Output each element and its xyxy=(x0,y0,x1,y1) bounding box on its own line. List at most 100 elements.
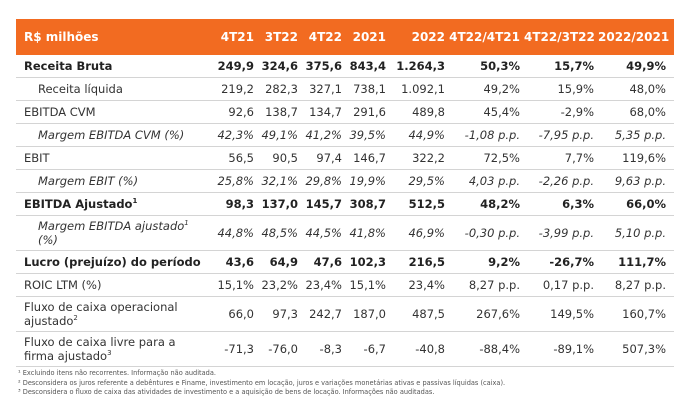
table-cell: 308,7 xyxy=(349,197,386,211)
table-cell: 145,7 xyxy=(305,197,342,211)
table-row: EBITDA CVM 92,6 138,7 134,7 291,6 489,8 45,4% -… xyxy=(16,101,674,124)
table-row: Margem EBIT (%) 25,8% 32,1% 29,8% 19,9% 29,5%… xyxy=(16,170,674,193)
header-col: 4T22/4T21 xyxy=(449,30,520,44)
table-cell: 72,5% xyxy=(483,151,520,165)
row-label: Receita líquida xyxy=(16,82,209,96)
table-cell: 5,10 p.p. xyxy=(614,226,666,240)
table-cell: 843,4 xyxy=(349,59,386,73)
row-label: Fluxo de caixa operacional ajustado2 xyxy=(16,300,209,328)
table-row: Margem EBITDA CVM (%) 42,3% 49,1% 41,2% 39,5… xyxy=(16,124,674,147)
table-cell: 160,7% xyxy=(622,307,666,321)
table-cell: 137,0 xyxy=(261,197,298,211)
header-units: R$ milhões xyxy=(24,30,99,44)
footnote-marker: 3 xyxy=(107,349,112,358)
row-label: ROIC LTM (%) xyxy=(16,278,209,292)
table-cell: 66,0 xyxy=(228,307,254,321)
table-cell: -8,3 xyxy=(319,342,342,356)
table-cell: 15,9% xyxy=(557,82,594,96)
financial-table: R$ milhões 4T21 3T22 4T22 2021 2022 4T22/4T21 4… xyxy=(16,19,674,398)
table-cell: 6,3% xyxy=(562,197,594,211)
table-cell: 98,3 xyxy=(225,197,254,211)
table-cell: 138,7 xyxy=(265,105,298,119)
row-label-text: EBITDA CVM xyxy=(24,105,96,119)
table-cell: -1,08 p.p. xyxy=(464,128,520,142)
table-cell: 134,7 xyxy=(309,105,342,119)
table-cell: 49,2% xyxy=(483,82,520,96)
row-label-text: Fluxo de caixa livre para a firma ajusta… xyxy=(24,335,176,363)
table-cell: -40,8 xyxy=(415,342,445,356)
header-col: 2021 xyxy=(352,30,386,44)
footnote-marker: 1 xyxy=(132,197,138,206)
row-label: Margem EBITDA ajustado1 (%) xyxy=(16,219,209,247)
table-cell: 375,6 xyxy=(305,59,342,73)
header-col: 2022 xyxy=(411,30,445,44)
table-cell: 97,4 xyxy=(316,151,342,165)
table-cell: 1.264,3 xyxy=(396,59,445,73)
table-cell: 738,1 xyxy=(353,82,386,96)
footnote: ² Desconsidera os juros referente a debê… xyxy=(18,378,506,387)
table-cell: 45,4% xyxy=(483,105,520,119)
table-cell: -0,30 p.p. xyxy=(464,226,520,240)
table-cell: 146,7 xyxy=(353,151,386,165)
table-cell: 25,8% xyxy=(217,174,254,188)
table-cell: -6,7 xyxy=(363,342,386,356)
table-row: Fluxo de caixa operacional ajustado2 66,0… xyxy=(16,297,674,332)
table-cell: 50,3% xyxy=(480,59,520,73)
table-cell: -26,7% xyxy=(549,255,594,269)
table-header: R$ milhões 4T21 3T22 4T22 2021 2022 4T22/4T21 4… xyxy=(16,19,674,55)
table-cell: 267,6% xyxy=(476,307,520,321)
table-cell: 44,8% xyxy=(217,226,254,240)
table-body: Receita Bruta 249,9 324,6 375,6 843,4 1.264,3… xyxy=(16,55,674,367)
row-label: Lucro (prejuízo) do período xyxy=(16,255,209,269)
table-row: EBIT 56,5 90,5 97,4 146,7 322,2 72,5% 7,7% 119,6… xyxy=(16,147,674,170)
row-label-text: Receita líquida xyxy=(38,82,123,96)
row-label-text: Lucro (prejuízo) do período xyxy=(24,255,201,269)
table-cell: 97,3 xyxy=(272,307,298,321)
row-label: EBIT xyxy=(16,151,209,165)
row-label: Margem EBIT (%) xyxy=(16,174,209,188)
row-label-text: Margem EBITDA ajustado xyxy=(38,219,185,233)
footnote-marker: 2 xyxy=(73,314,78,323)
row-label-text: Margem EBITDA CVM (%) xyxy=(38,128,185,142)
header-col: 2022/2021 xyxy=(598,30,670,44)
row-label-text-cont: (%) xyxy=(38,233,58,247)
table-cell: 64,9 xyxy=(269,255,298,269)
table-cell: 242,7 xyxy=(309,307,342,321)
table-cell: 44,9% xyxy=(408,128,445,142)
table-cell: 23,2% xyxy=(261,278,298,292)
table-cell: 9,2% xyxy=(488,255,520,269)
table-cell: -2,26 p.p. xyxy=(538,174,594,188)
table-cell: 324,6 xyxy=(261,59,298,73)
table-cell: -3,99 p.p. xyxy=(538,226,594,240)
table-cell: 29,8% xyxy=(305,174,342,188)
row-label-text: EBITDA Ajustado xyxy=(24,197,133,211)
table-cell: 507,3% xyxy=(622,342,666,356)
table-cell: 8,27 p.p. xyxy=(468,278,520,292)
table-cell: 44,5% xyxy=(305,226,342,240)
table-cell: 487,5 xyxy=(412,307,445,321)
table-cell: 4,03 p.p. xyxy=(468,174,520,188)
table-cell: 41,2% xyxy=(305,128,342,142)
table-cell: 187,0 xyxy=(353,307,386,321)
table-cell: 9,63 p.p. xyxy=(614,174,666,188)
row-label: Margem EBITDA CVM (%) xyxy=(16,128,209,142)
row-label-text: ROIC LTM (%) xyxy=(24,278,102,292)
row-label: EBITDA Ajustado1 xyxy=(16,197,209,211)
table-row: Lucro (prejuízo) do período 43,6 64,9 47,6 1… xyxy=(16,251,674,274)
table-cell: 489,8 xyxy=(412,105,445,119)
table-cell: 216,5 xyxy=(408,255,445,269)
header-col: 3T22 xyxy=(264,30,298,44)
table-cell: -76,0 xyxy=(268,342,298,356)
footnotes: ¹ Excluindo itens não recorrentes. Infor… xyxy=(16,369,674,398)
table-cell: 322,2 xyxy=(412,151,445,165)
table-cell: 19,9% xyxy=(349,174,386,188)
table-row: Fluxo de caixa livre para a firma ajusta… xyxy=(16,332,674,367)
table-row: Margem EBITDA ajustado1 (%) 44,8% 48,5% 44,5… xyxy=(16,216,674,251)
table-row: ROIC LTM (%) 15,1% 23,2% 23,4% 15,1% 23,4% 8,2… xyxy=(16,274,674,297)
table-cell: 46,9% xyxy=(408,226,445,240)
row-label: EBITDA CVM xyxy=(16,105,209,119)
table-cell: 48,5% xyxy=(261,226,298,240)
table-cell: 7,7% xyxy=(564,151,594,165)
table-cell: 149,5% xyxy=(550,307,594,321)
table-row: Receita Bruta 249,9 324,6 375,6 843,4 1.264,3… xyxy=(16,55,674,78)
